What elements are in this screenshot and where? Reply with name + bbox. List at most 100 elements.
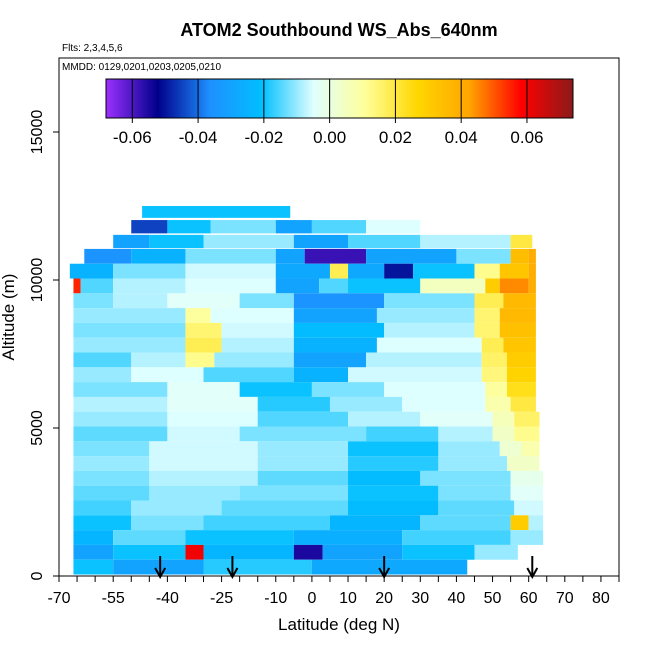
heatmap-cell <box>73 411 168 427</box>
x-tick-label: 30 <box>411 590 429 607</box>
heatmap-cell <box>73 322 186 338</box>
heatmap-cell <box>376 337 482 353</box>
heatmap-cell <box>185 352 215 368</box>
heatmap-cell <box>185 278 276 294</box>
heatmap-cell <box>348 234 421 249</box>
heatmap-cell <box>366 426 439 442</box>
heatmap-cell <box>474 308 500 323</box>
latitude-arrow <box>226 556 239 580</box>
heatmap-cell <box>348 500 439 516</box>
heatmap-cell <box>185 322 222 338</box>
heatmap-cell <box>510 248 529 264</box>
heatmap-cell <box>275 263 330 279</box>
heatmap-cell <box>131 220 168 234</box>
heatmap-cell <box>348 411 421 427</box>
heatmap-cell <box>203 367 294 383</box>
heatmap-cell <box>384 263 414 279</box>
heatmap-cell <box>221 500 349 516</box>
heatmap-cells <box>69 206 544 575</box>
heatmap-cell <box>257 396 330 412</box>
x-tick-label: -40 <box>156 590 179 607</box>
colorbar-tick-label: 0.06 <box>510 128 543 147</box>
heatmap-cell <box>84 248 132 264</box>
heatmap-cell <box>376 308 475 323</box>
heatmap-cell <box>149 485 240 501</box>
heatmap-cell <box>499 441 522 457</box>
heatmap-cell <box>239 485 349 501</box>
heatmap-cell <box>366 248 457 264</box>
heatmap-cell <box>167 293 240 309</box>
heatmap-cell <box>257 456 349 471</box>
heatmap-cell <box>73 352 132 368</box>
heatmap-cell <box>293 367 349 383</box>
heatmap-cell <box>514 500 544 516</box>
y-tick-label: 10000 <box>29 258 46 303</box>
heatmap-cell <box>113 234 150 249</box>
heatmap-cell <box>366 220 421 234</box>
heatmap-cell <box>149 234 204 249</box>
heatmap-cell <box>73 485 150 501</box>
heatmap-cell <box>514 426 540 442</box>
heatmap-cell <box>149 470 258 486</box>
heatmap-cell <box>384 382 486 397</box>
x-tick-label: -55 <box>102 590 125 607</box>
heatmap-cell <box>293 352 367 368</box>
heatmap-cell <box>507 382 536 397</box>
heatmap-cell <box>485 396 511 412</box>
heatmap-cell <box>499 278 529 294</box>
heatmap-cell <box>510 485 544 501</box>
heatmap-cell <box>304 248 367 264</box>
x-tick-label: 80 <box>592 590 610 607</box>
heatmap-cell <box>420 515 511 531</box>
heatmap-cell <box>481 337 504 353</box>
heatmap-cell <box>73 544 114 560</box>
heatmap-cell <box>149 456 258 471</box>
heatmap-cell <box>73 382 168 397</box>
heatmap-cell <box>149 441 258 457</box>
y-axis: 0 5000 10000 15000 <box>29 110 59 580</box>
heatmap-cell <box>528 278 536 294</box>
heatmap-cell <box>521 441 540 457</box>
heatmap-cell <box>203 559 312 575</box>
heatmap-cell <box>293 293 385 309</box>
heatmap-cell <box>73 293 114 309</box>
heatmap-cell <box>293 234 349 249</box>
heatmap-cell <box>113 293 168 309</box>
x-tick-label: 60 <box>520 590 538 607</box>
heatmap-cell <box>113 559 204 575</box>
heatmap-cell <box>507 456 540 471</box>
heatmap-cell <box>485 278 500 294</box>
x-tick-label: 20 <box>375 590 393 607</box>
heatmap-cell <box>474 544 518 560</box>
heatmap-cell <box>221 322 294 338</box>
heatmap-cell <box>167 220 211 234</box>
y-tick-label: 5000 <box>29 410 46 446</box>
heatmap-cell <box>167 396 258 412</box>
heatmap-cell <box>329 396 403 412</box>
x-tick-label: -70 <box>47 590 70 607</box>
heatmap-cell <box>293 322 385 338</box>
heatmap-cell <box>510 515 529 531</box>
heatmap-cell <box>528 515 544 531</box>
x-tick-label: -25 <box>210 590 233 607</box>
heatmap-cell <box>438 441 500 457</box>
heatmap-cell <box>203 544 294 560</box>
heatmap-cell <box>528 263 536 279</box>
heatmap-cell <box>113 544 186 560</box>
heatmap-cell <box>348 470 421 486</box>
heatmap-cell <box>185 308 211 323</box>
heatmap-cell <box>438 456 507 471</box>
heatmap-cell <box>311 382 385 397</box>
heatmap-cell <box>210 308 294 323</box>
heatmap-cell <box>485 382 507 397</box>
heatmap-cell <box>73 530 114 545</box>
heatmap-cell <box>474 263 500 279</box>
heatmap-cell <box>503 337 536 353</box>
heatmap-cell <box>438 500 515 516</box>
heatmap-cell <box>185 248 276 264</box>
heatmap-cell <box>420 470 511 486</box>
x-axis-label: Latitude (deg N) <box>278 615 400 634</box>
heatmap-cell <box>413 263 475 279</box>
colorbar-tick-label: -0.02 <box>244 128 283 147</box>
